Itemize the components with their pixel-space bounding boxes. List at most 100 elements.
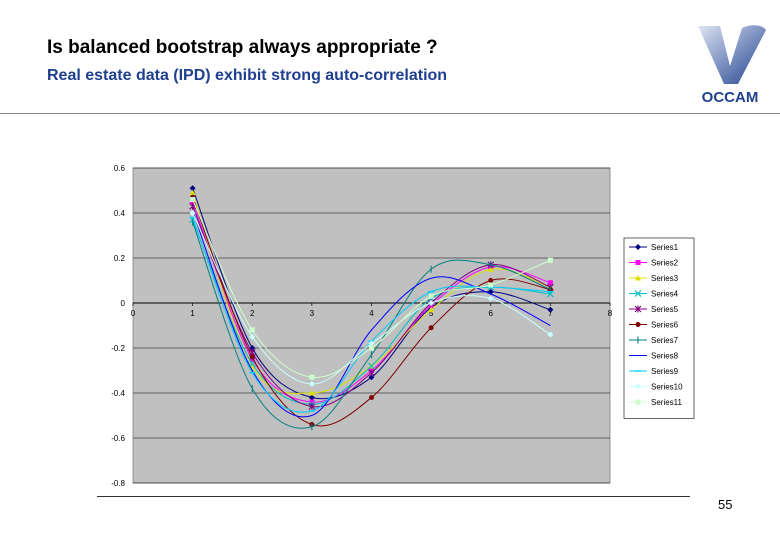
series-6-marker: [369, 395, 374, 400]
series-11-marker: [309, 374, 315, 380]
series-11-marker: [190, 197, 196, 202]
series-6-marker: [428, 325, 434, 331]
series-3-marker: [308, 390, 315, 396]
legend-marker: [635, 322, 641, 327]
series-10-marker: [428, 300, 435, 306]
legend-marker: [635, 275, 641, 281]
legend-entry: Series11: [629, 398, 683, 407]
series-10-marker: [368, 340, 375, 347]
x-tick-label: 3: [310, 309, 315, 318]
series-1-marker: [368, 374, 375, 381]
legend-label: Series7: [651, 336, 679, 345]
legend-entry: Series9: [629, 367, 679, 376]
x-tick-label: 7: [548, 309, 553, 318]
legend-label: Series5: [651, 305, 679, 314]
plot-area: [132, 167, 611, 484]
series-11-marker: [249, 327, 255, 333]
series-1-marker: [308, 394, 315, 401]
series-1-marker: [547, 306, 554, 313]
series-11-marker: [488, 282, 494, 288]
x-tick-label: 4: [369, 309, 374, 318]
legend-entry: Series10: [629, 383, 683, 392]
y-tick-label: 0.4: [114, 209, 126, 218]
series-4-marker: [368, 362, 375, 370]
series-10-marker: [189, 210, 196, 216]
series-1-line: [192, 188, 551, 400]
legend-marker: [634, 305, 642, 313]
x-tick-label: 1: [190, 309, 195, 318]
series-1-marker: [189, 185, 196, 192]
x-tick-label: 5: [429, 309, 434, 318]
legend-label: Series10: [651, 383, 683, 392]
legend-entry: Series3: [629, 274, 679, 283]
logo-v-shape: [698, 25, 766, 84]
occam-logo: OCCAM: [698, 25, 766, 106]
legend-entry: Series6: [629, 321, 679, 330]
series-11: [190, 197, 553, 380]
legend-entry: Series8: [629, 352, 679, 361]
footer-divider: [97, 496, 690, 497]
series-8: [192, 210, 551, 418]
legend-label: Series9: [651, 367, 679, 376]
series-7: [192, 218, 551, 431]
legend: Series1 Series2 Series3 Series4 Series5 Serie…: [623, 237, 695, 419]
legend-marker: [635, 260, 641, 265]
legend-entry: Series2: [629, 259, 679, 268]
header-divider: [0, 113, 780, 114]
legend-entry: Series1: [629, 243, 679, 252]
axes: 0.6 0.4 0.2 0 -0.2 -0.4 -0.6 -0.8 0 1 2 3 4 5 6 7 8: [111, 164, 613, 488]
series-6-marker: [488, 278, 494, 283]
series-10-marker: [547, 331, 554, 338]
legend-marker: [635, 244, 641, 250]
x-tick-label: 2: [250, 309, 255, 318]
series-3-marker: [487, 266, 494, 272]
series-1: [189, 185, 554, 401]
y-tick-label: -0.6: [111, 434, 125, 443]
series-11-marker: [547, 257, 553, 263]
series-6: [190, 194, 553, 427]
slide-title: Is balanced bootstrap always appropriate…: [47, 37, 438, 58]
legend-marker: [634, 290, 642, 297]
legend-entry: Series5: [629, 305, 679, 314]
series-10-marker: [249, 333, 256, 340]
y-tick-label: -0.4: [111, 389, 125, 398]
series-lines: [189, 185, 554, 431]
y-tick-label: 0.6: [114, 164, 126, 173]
y-tick-label: 0.2: [114, 254, 126, 263]
page-number: 55: [718, 497, 733, 512]
x-tick-label: 8: [608, 309, 613, 318]
line-chart: 0.6 0.4 0.2 0 -0.2 -0.4 -0.6 -0.8 0 1 2 3 4 5 6 7 8 Seri…: [111, 164, 695, 488]
series-3-marker: [189, 189, 196, 196]
series-5-marker: [368, 369, 375, 377]
legend-box: [623, 237, 695, 419]
legend-marker: [635, 399, 641, 405]
legend-marker: [635, 383, 641, 390]
y-tick-label: -0.8: [111, 479, 125, 488]
series-6-line: [192, 197, 551, 427]
slide-subtitle: Real estate data (IPD) exhibit strong au…: [47, 67, 448, 84]
y-tick-label: 0: [121, 299, 126, 308]
series-9-line: [192, 217, 551, 413]
series-10-marker: [308, 381, 315, 387]
series-5-marker: [308, 403, 316, 410]
x-tick-label: 0: [131, 309, 136, 318]
legend-entry: Series4: [629, 290, 679, 299]
legend-label: Series6: [651, 321, 679, 330]
legend-label: Series1: [651, 243, 679, 252]
series-8-line: [192, 210, 551, 418]
logo-text: OCCAM: [702, 89, 759, 106]
legend-label: Series11: [651, 398, 683, 407]
series-2-marker: [309, 399, 315, 405]
legend-label: Series8: [651, 352, 679, 361]
series-11-marker: [428, 293, 434, 299]
series-2-marker: [547, 280, 553, 286]
legend-label: Series2: [651, 259, 679, 268]
y-tick-label: -0.2: [111, 344, 125, 353]
series-3-marker: [428, 306, 435, 313]
series-10: [189, 210, 554, 387]
series-10-marker: [487, 295, 494, 302]
legend-label: Series3: [651, 274, 679, 283]
series-6-marker: [249, 354, 255, 360]
series-11-marker: [369, 345, 374, 351]
series-7-line: [192, 221, 551, 429]
